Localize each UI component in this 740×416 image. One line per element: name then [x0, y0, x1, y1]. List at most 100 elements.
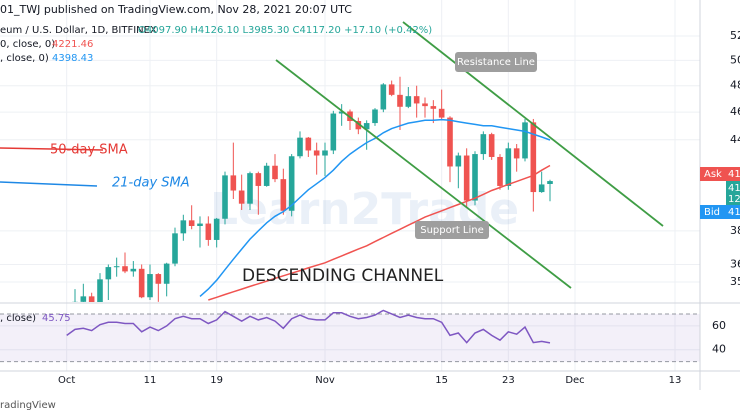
candle-body [388, 84, 395, 95]
x-tick-label: 11 [144, 375, 157, 386]
candle-body [138, 268, 145, 298]
candle-body [205, 223, 212, 240]
candle-body [422, 103, 428, 107]
x-tick-label: Nov [315, 375, 335, 386]
y-tick-label: 40 [712, 343, 726, 356]
price-tag-label: 41 [728, 207, 740, 218]
candle-body [213, 218, 220, 240]
y-tick-label: 4600.00 [730, 105, 740, 118]
candle-body [97, 279, 103, 302]
candle-body [372, 109, 378, 124]
y-tick-label: 3600.00 [730, 257, 740, 270]
price-tag [726, 194, 740, 205]
y-tick-label: 3800.00 [730, 224, 740, 237]
y-tick-label: 5000.00 [730, 53, 740, 66]
callout [415, 221, 489, 239]
price-tag-label: Ask [704, 169, 722, 180]
series-line [66, 309, 551, 344]
candle-body [522, 122, 528, 159]
candle-body [230, 175, 237, 191]
annotation: Support Line [420, 225, 484, 236]
legend-name: , close) [0, 313, 36, 324]
x-tick-label: 13 [669, 375, 682, 386]
annotation: DESCENDING CHANNEL [242, 266, 444, 286]
candle-body [363, 123, 370, 130]
candle-body [497, 156, 503, 186]
support-line [275, 59, 572, 289]
candle-body [113, 266, 120, 268]
series-line [208, 164, 551, 301]
candle-body [188, 220, 195, 226]
x-tick-label: 15 [435, 375, 448, 386]
candle-body [105, 267, 112, 280]
candle-body [538, 184, 545, 193]
legend-value: 45.75 [42, 313, 71, 324]
x-tick-label: Dec [565, 375, 584, 386]
candle-body [463, 155, 470, 201]
candle-body [238, 190, 245, 204]
legend-value: 4398.43 [52, 53, 93, 64]
candle-body [88, 296, 95, 302]
candle-body [130, 268, 137, 272]
candle-body [180, 220, 187, 234]
candle-body [197, 223, 203, 226]
candle-body [247, 173, 253, 204]
price-tag [700, 205, 726, 219]
candle-body [72, 301, 78, 302]
candle-body [172, 233, 178, 264]
sma21-marker [0, 181, 98, 187]
candle-body [288, 156, 295, 211]
candle-body [147, 274, 153, 298]
legend-name: 0, close, 0) [0, 39, 55, 50]
y-tick-label: 3500.00 [730, 275, 740, 288]
candle-body [305, 137, 312, 151]
candle-body [380, 84, 387, 110]
candle-body [455, 155, 462, 167]
annotation: 50-day SMA [50, 143, 128, 158]
resistance-line [402, 21, 664, 227]
candle-body [155, 274, 162, 284]
candle-body [322, 150, 328, 156]
candle-body [480, 134, 487, 155]
y-tick-label: 60 [712, 319, 726, 332]
candle-body [513, 148, 520, 159]
rsi-pane [0, 309, 700, 363]
y-tick-label: 4400.00 [730, 133, 740, 146]
symbol: eum / U.S. Dollar, 1D, BITFINEX [0, 25, 157, 36]
candle-body [122, 266, 128, 272]
candle-body [505, 148, 512, 186]
legend-value: 4221.46 [52, 39, 93, 50]
candle-body [397, 94, 403, 107]
candle-body [438, 108, 445, 118]
candle-body [355, 121, 362, 130]
x-tick-label: 19 [210, 375, 223, 386]
candle-body [163, 263, 170, 284]
price-tag [700, 167, 726, 181]
y-tick-label: 4800.00 [730, 79, 740, 92]
annotation: 21-day SMA [112, 176, 190, 191]
sma50-marker [0, 147, 104, 151]
candle-body [413, 96, 420, 104]
candle-body [297, 137, 303, 157]
header-title: 01_TWJ published on TradingView.com, Nov… [0, 3, 352, 16]
footer: radingView [0, 400, 56, 411]
x-tick-label: 23 [502, 375, 515, 386]
x-tick-label: Oct [58, 375, 75, 386]
price-tag [726, 205, 740, 219]
y-tick-label: 5200.00 [730, 29, 740, 42]
candle-body [330, 113, 337, 151]
candle-body [488, 134, 495, 157]
candle-body [80, 296, 87, 302]
candle-body [405, 96, 412, 107]
price-tag-label: 12 [728, 194, 740, 205]
series-line [199, 118, 551, 297]
price-tag-label: Bid [704, 207, 720, 218]
candle-body [222, 175, 228, 219]
candle-body [263, 165, 270, 186]
rsi-band [0, 313, 700, 362]
price-tag [726, 167, 740, 181]
price-tag [726, 181, 740, 194]
callout [455, 52, 537, 72]
price-tag-label: 41 [728, 183, 740, 194]
